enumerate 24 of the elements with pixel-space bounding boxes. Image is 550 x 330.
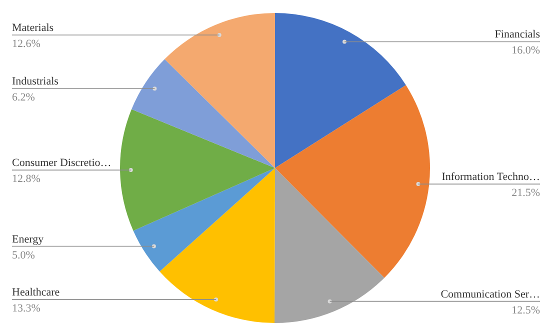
slice-label: Consumer Discretio… xyxy=(12,157,112,170)
pie-slice xyxy=(275,85,430,278)
data-label: 13.3% xyxy=(12,302,40,315)
data-label: 16.0% xyxy=(512,44,540,57)
data-label: 12.6% xyxy=(12,38,40,50)
pie-slice xyxy=(164,13,275,168)
pie-slice xyxy=(275,13,406,168)
data-label: 21.5% xyxy=(512,187,540,200)
slice-label: Energy xyxy=(12,233,44,246)
data-label: 12.8% xyxy=(12,173,40,186)
slice-label: Financials xyxy=(494,28,540,41)
data-label: 5.0% xyxy=(12,249,35,262)
pie-slice xyxy=(120,109,275,231)
slice-label: Information Techno… xyxy=(442,171,540,184)
pie-slice xyxy=(160,168,275,323)
slice-label: Communication Ser… xyxy=(440,288,540,300)
data-label: 12.5% xyxy=(512,304,540,316)
slice-label: Healthcare xyxy=(12,286,60,299)
pie-slice xyxy=(133,168,275,272)
pie-slice xyxy=(132,59,275,168)
pie-slice xyxy=(274,168,384,323)
slice-label: Materials xyxy=(12,22,54,34)
slice-label: Industrials xyxy=(12,76,58,88)
data-label: 6.2% xyxy=(12,92,35,104)
